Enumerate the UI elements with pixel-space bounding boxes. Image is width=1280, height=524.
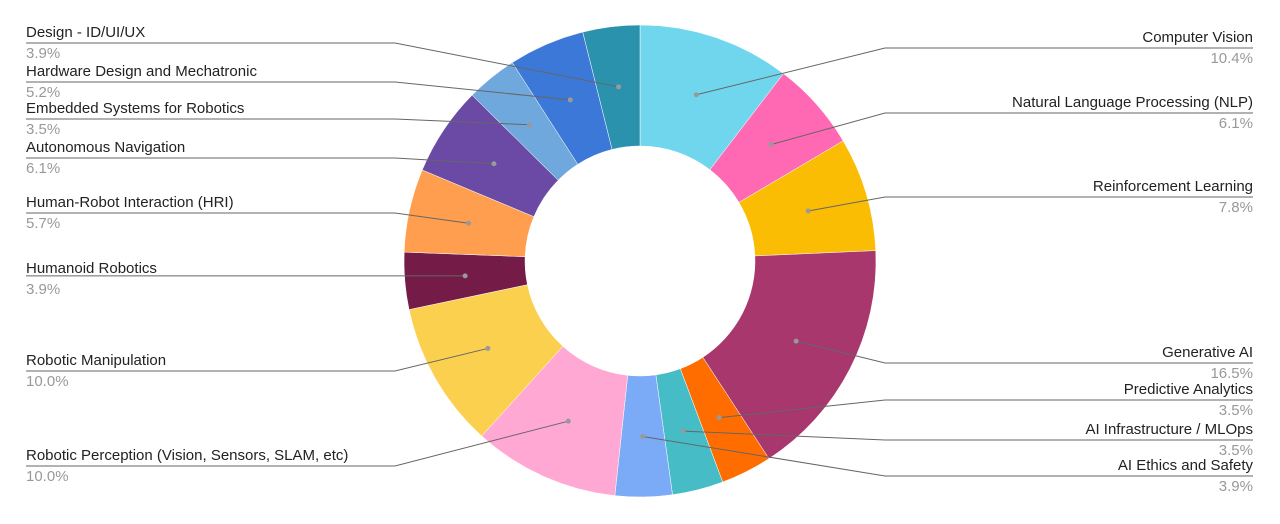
category-label: Human-Robot Interaction (HRI) xyxy=(26,194,234,211)
category-label: AI Ethics and Safety xyxy=(1118,457,1254,474)
category-label: Autonomous Navigation xyxy=(26,139,185,156)
category-label: Hardware Design and Mechatronic xyxy=(26,63,257,80)
leader-dot xyxy=(680,428,686,434)
value-label: 10.0% xyxy=(26,468,69,485)
category-label: Reinforcement Learning xyxy=(1093,178,1253,195)
leader-dot xyxy=(462,273,468,279)
value-label: 3.5% xyxy=(1219,402,1253,419)
leader-line xyxy=(26,420,569,467)
leader-line xyxy=(696,47,1253,96)
leader-dot xyxy=(485,345,491,351)
value-label: 3.5% xyxy=(26,121,60,138)
category-label: Computer Vision xyxy=(1142,29,1253,46)
category-label: Robotic Manipulation xyxy=(26,352,166,369)
leader-dot xyxy=(466,220,472,226)
leader-dot xyxy=(793,338,799,344)
leader-line xyxy=(808,196,1253,212)
slice xyxy=(582,24,641,150)
category-label: Natural Language Processing (NLP) xyxy=(1012,94,1253,111)
value-label: 16.5% xyxy=(1210,365,1253,382)
leader-dot xyxy=(565,418,571,424)
leader-line xyxy=(683,430,1253,441)
leader-dot xyxy=(716,415,722,421)
leader-line xyxy=(26,118,530,126)
leader-dot xyxy=(640,433,646,439)
leader-line xyxy=(642,435,1253,477)
leader-line xyxy=(719,399,1253,419)
value-label: 3.9% xyxy=(26,45,60,62)
value-label: 5.2% xyxy=(26,84,60,101)
category-label: Robotic Perception (Vision, Sensors, SLA… xyxy=(26,447,348,464)
leader-line xyxy=(26,42,619,88)
value-label: 10.4% xyxy=(1210,50,1253,67)
leader-line xyxy=(796,340,1253,364)
value-label: 3.5% xyxy=(1219,442,1253,459)
category-label: AI Infrastructure / MLOps xyxy=(1085,421,1253,438)
leader-line xyxy=(26,157,494,165)
value-label: 3.9% xyxy=(1219,478,1253,495)
category-label: Design - ID/UI/UX xyxy=(26,24,145,41)
leader-dot xyxy=(693,92,699,98)
value-label: 5.7% xyxy=(26,215,60,232)
leader-line xyxy=(771,112,1253,146)
value-label: 10.0% xyxy=(26,373,69,390)
leader-dot xyxy=(768,142,774,148)
slice xyxy=(702,250,877,460)
leader-dot xyxy=(805,208,811,214)
leader-dot xyxy=(616,84,622,90)
category-label: Humanoid Robotics xyxy=(26,260,157,277)
leader-line xyxy=(26,347,488,372)
leader-line xyxy=(26,81,571,101)
leader-dot xyxy=(526,122,532,128)
leader-dot xyxy=(567,97,573,103)
category-label: Predictive Analytics xyxy=(1124,381,1253,398)
value-label: 6.1% xyxy=(26,160,60,177)
leader-dot xyxy=(491,161,497,167)
value-label: 6.1% xyxy=(1219,115,1253,132)
category-label: Generative AI xyxy=(1162,344,1253,361)
leader-line xyxy=(26,212,469,224)
category-label: Embedded Systems for Robotics xyxy=(26,100,244,117)
value-label: 7.8% xyxy=(1219,199,1253,216)
value-label: 3.9% xyxy=(26,281,60,298)
